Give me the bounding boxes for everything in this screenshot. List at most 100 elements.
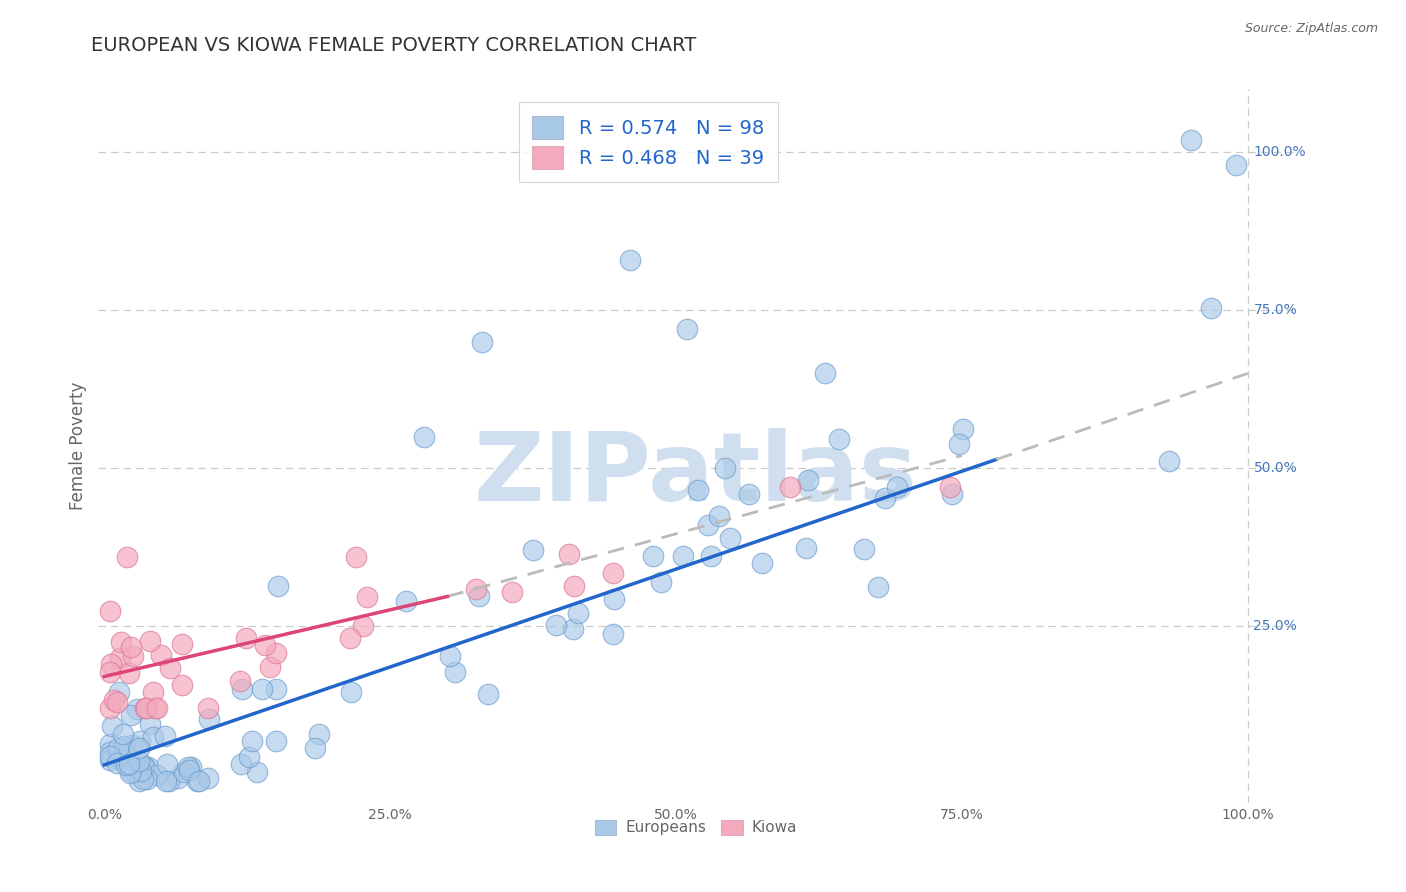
Point: [142, 684, 165, 698]
Point: [266, 578, 288, 592]
Point: [98, 604, 121, 618]
Point: [98, 665, 121, 679]
Point: [738, 487, 761, 501]
Point: [107, 740, 129, 755]
Point: [886, 480, 908, 494]
Point: [602, 627, 624, 641]
Text: ZIPatlas: ZIPatlas: [474, 428, 918, 521]
Point: [602, 566, 624, 580]
Point: [198, 712, 221, 726]
Point: [103, 693, 125, 707]
Point: [707, 509, 730, 524]
Point: [112, 739, 135, 754]
Point: [544, 617, 567, 632]
Point: [145, 768, 167, 782]
Point: [1199, 301, 1222, 315]
Y-axis label: Female Poverty: Female Poverty: [69, 382, 87, 510]
Point: [470, 334, 492, 349]
Point: [941, 486, 963, 500]
Point: [111, 754, 134, 768]
Point: [128, 754, 150, 768]
Point: [228, 673, 250, 688]
Point: [101, 719, 124, 733]
Point: [132, 760, 155, 774]
Point: [110, 635, 132, 649]
Point: [344, 549, 367, 564]
Point: [105, 695, 128, 709]
Point: [120, 640, 142, 654]
Point: [142, 730, 165, 744]
Point: [352, 619, 374, 633]
Point: [1225, 158, 1247, 172]
Point: [477, 687, 499, 701]
Point: [231, 682, 253, 697]
Point: [150, 648, 173, 663]
Point: [115, 549, 138, 564]
Point: [952, 422, 974, 436]
Point: [561, 623, 583, 637]
Point: [1159, 454, 1181, 468]
Point: [121, 738, 143, 752]
Point: [127, 702, 149, 716]
Point: [1180, 133, 1202, 147]
Point: [264, 682, 287, 697]
Point: [188, 773, 211, 788]
Point: [186, 773, 208, 788]
Point: [180, 760, 202, 774]
Point: [240, 734, 263, 748]
Point: [468, 589, 491, 603]
Point: [98, 701, 121, 715]
Point: [676, 322, 699, 336]
Point: [129, 734, 152, 748]
Point: [138, 717, 160, 731]
Point: [231, 756, 253, 771]
Point: [173, 765, 195, 780]
Text: 75.0%: 75.0%: [1254, 303, 1298, 318]
Point: [562, 579, 585, 593]
Point: [602, 592, 624, 607]
Point: [139, 633, 162, 648]
Point: [159, 661, 181, 675]
Point: [794, 541, 817, 555]
Point: [465, 582, 488, 596]
Point: [155, 773, 177, 788]
Legend: Europeans, Kiowa: Europeans, Kiowa: [589, 814, 803, 841]
Point: [714, 461, 737, 475]
Point: [304, 741, 326, 756]
Point: [197, 771, 219, 785]
Text: 50.0%: 50.0%: [1254, 461, 1298, 475]
Point: [779, 480, 801, 494]
Text: 100.0%: 100.0%: [1254, 145, 1306, 160]
Point: [718, 531, 741, 545]
Point: [114, 758, 136, 772]
Point: [253, 638, 276, 652]
Point: [172, 678, 194, 692]
Point: [166, 771, 188, 785]
Point: [134, 701, 156, 715]
Point: [120, 765, 142, 780]
Point: [108, 685, 131, 699]
Point: [751, 556, 773, 570]
Point: [395, 594, 418, 608]
Point: [98, 753, 121, 767]
Point: [98, 748, 121, 763]
Point: [252, 682, 274, 697]
Point: [157, 773, 180, 788]
Point: [686, 483, 709, 497]
Point: [939, 480, 962, 494]
Point: [558, 547, 581, 561]
Point: [132, 759, 155, 773]
Point: [132, 772, 155, 787]
Point: [120, 764, 142, 778]
Point: [118, 665, 141, 680]
Point: [235, 631, 257, 645]
Point: [814, 367, 837, 381]
Point: [105, 756, 128, 770]
Point: [146, 701, 169, 715]
Point: [340, 685, 363, 699]
Point: [238, 749, 260, 764]
Point: [135, 701, 157, 715]
Point: [650, 575, 672, 590]
Point: [177, 760, 200, 774]
Point: [264, 647, 287, 661]
